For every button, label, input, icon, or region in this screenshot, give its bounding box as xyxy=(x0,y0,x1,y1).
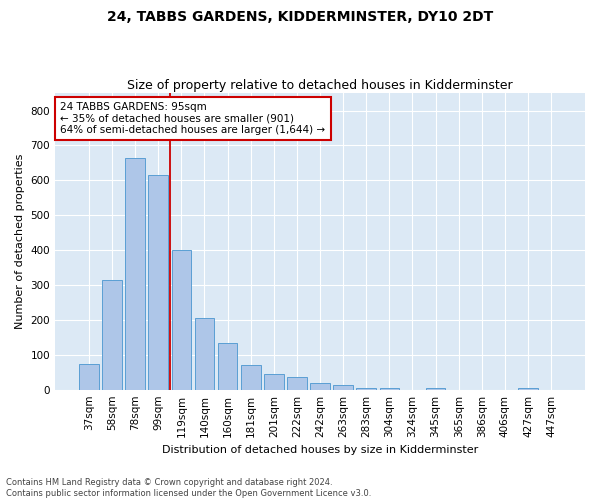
Bar xyxy=(148,175,168,390)
Bar xyxy=(218,344,238,390)
Bar xyxy=(264,374,284,390)
Bar xyxy=(241,366,260,390)
Bar xyxy=(125,158,145,390)
Text: 24 TABBS GARDENS: 95sqm
← 35% of detached houses are smaller (901)
64% of semi-d: 24 TABBS GARDENS: 95sqm ← 35% of detache… xyxy=(61,102,325,136)
Bar xyxy=(287,378,307,390)
Bar xyxy=(172,250,191,390)
Text: Contains HM Land Registry data © Crown copyright and database right 2024.
Contai: Contains HM Land Registry data © Crown c… xyxy=(6,478,371,498)
Bar xyxy=(356,388,376,390)
X-axis label: Distribution of detached houses by size in Kidderminster: Distribution of detached houses by size … xyxy=(162,445,478,455)
Bar xyxy=(518,388,538,390)
Bar xyxy=(310,382,330,390)
Bar xyxy=(380,388,399,390)
Bar xyxy=(102,280,122,390)
Bar xyxy=(79,364,99,390)
Title: Size of property relative to detached houses in Kidderminster: Size of property relative to detached ho… xyxy=(127,79,513,92)
Bar xyxy=(334,386,353,390)
Text: 24, TABBS GARDENS, KIDDERMINSTER, DY10 2DT: 24, TABBS GARDENS, KIDDERMINSTER, DY10 2… xyxy=(107,10,493,24)
Y-axis label: Number of detached properties: Number of detached properties xyxy=(15,154,25,329)
Bar xyxy=(426,388,445,390)
Bar xyxy=(194,318,214,390)
